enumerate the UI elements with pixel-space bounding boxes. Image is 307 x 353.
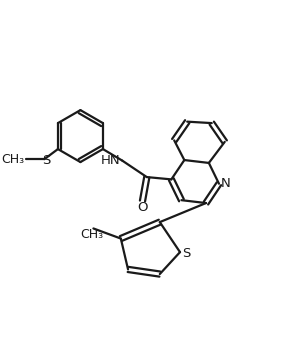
Text: S: S — [182, 247, 191, 261]
Text: HN: HN — [101, 154, 121, 167]
Text: O: O — [137, 201, 148, 214]
Text: CH₃: CH₃ — [80, 228, 103, 241]
Text: S: S — [42, 154, 51, 167]
Text: N: N — [220, 177, 230, 190]
Text: CH₃: CH₃ — [1, 153, 24, 166]
